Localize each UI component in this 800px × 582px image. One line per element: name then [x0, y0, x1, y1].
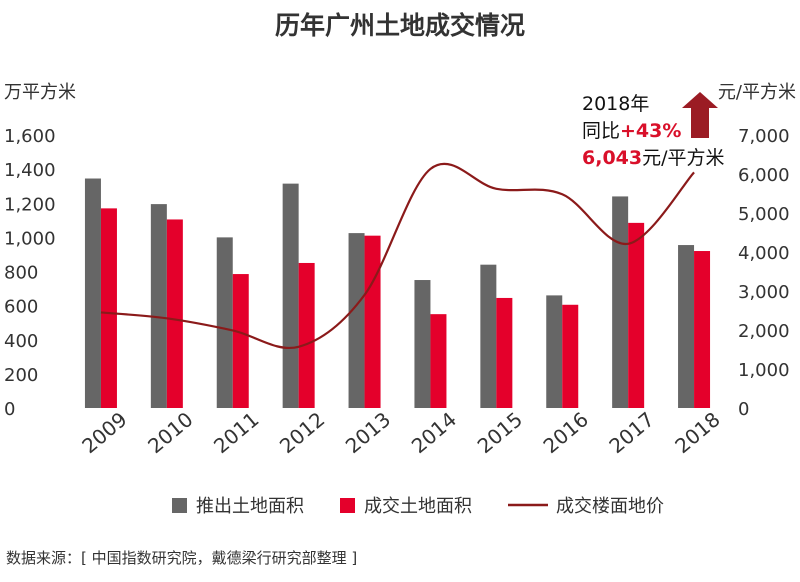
legend-swatch-transacted	[340, 498, 355, 513]
annotation-yoy-value: +43%	[620, 120, 681, 142]
x-tick-label: 2017	[604, 407, 658, 458]
legend-label-supply: 推出土地面积	[196, 496, 304, 517]
bar-supply-2010	[150, 204, 167, 408]
right-tick-label: 7,000	[738, 126, 790, 147]
bar-transacted-2014	[430, 314, 447, 408]
legend: 推出土地面积 成交土地面积 成交楼面地价	[172, 496, 664, 517]
bar-supply-2015	[480, 264, 497, 408]
left-tick-label: 200	[4, 365, 38, 386]
x-axis-ticks: 2009 2010 2011 2012 2013 2014 2015 2016 2017 2018	[77, 407, 725, 458]
x-tick-label: 2014	[407, 407, 461, 458]
left-axis-ticks: 0 200 400 600 800 1,000 1,200 1,400 1,600	[4, 126, 56, 420]
annotation-2018: 2018年 同比+43% 6,043元/平方米	[582, 92, 725, 169]
bar-supply-2009	[84, 178, 101, 408]
bar-supply-2017	[612, 196, 629, 408]
left-tick-label: 1,000	[4, 228, 56, 249]
bar-transacted-2015	[496, 297, 513, 408]
left-tick-label: 0	[4, 399, 15, 420]
left-tick-label: 600	[4, 297, 38, 318]
legend-swatch-supply	[172, 498, 187, 513]
right-axis-unit: 元/平方米	[718, 82, 796, 103]
left-tick-label: 800	[4, 263, 38, 284]
bar-transacted-2013	[364, 235, 381, 408]
bar-supply-2011	[216, 237, 233, 408]
bar-transacted-2017	[628, 222, 645, 408]
bar-transacted-2010	[166, 219, 183, 408]
data-source: 数据来源：[ 中国指数研究院，戴德梁行研究部整理 ]	[6, 549, 357, 567]
x-tick-label: 2016	[539, 407, 593, 458]
right-tick-label: 1,000	[738, 360, 790, 381]
bar-supply-2016	[546, 295, 563, 408]
annotation-yoy-prefix: 同比	[582, 120, 620, 142]
bar-transacted-2016	[562, 304, 579, 408]
bar-supply-2014	[414, 280, 431, 408]
right-tick-label: 3,000	[738, 282, 790, 303]
up-arrow-icon	[682, 92, 718, 138]
annotation-price-unit: 元/平方米	[642, 147, 724, 169]
left-tick-label: 400	[4, 331, 38, 352]
x-tick-label: 2011	[209, 407, 263, 458]
x-tick-label: 2009	[77, 407, 131, 458]
annotation-price: 6,043元/平方米	[582, 147, 725, 169]
right-tick-label: 0	[738, 399, 749, 420]
x-tick-label: 2010	[143, 407, 197, 458]
legend-label-price: 成交楼面地价	[556, 496, 664, 517]
left-axis-unit: 万平方米	[4, 82, 76, 103]
price-line-path	[100, 162, 695, 350]
right-axis-ticks: 0 1,000 2,000 3,000 4,000 5,000 6,000 7,000	[738, 126, 790, 420]
right-tick-label: 4,000	[738, 243, 790, 264]
x-tick-label: 2012	[275, 407, 329, 458]
bar-transacted-2012	[298, 262, 315, 408]
annotation-yoy: 同比+43%	[582, 120, 681, 142]
right-tick-label: 2,000	[738, 321, 790, 342]
bar-transacted-2011	[232, 274, 249, 408]
left-tick-label: 1,600	[4, 126, 56, 147]
bar-transacted-2018	[694, 251, 711, 408]
bar-transacted-2009	[100, 208, 117, 408]
left-tick-label: 1,400	[4, 160, 56, 181]
x-tick-label: 2018	[670, 407, 724, 458]
bar-supply-2013	[348, 233, 365, 408]
bar-supply-2012	[282, 183, 299, 408]
price-line-series	[100, 162, 695, 350]
chart-title: 历年广州土地成交情况	[275, 11, 525, 40]
bar-series	[84, 178, 711, 408]
annotation-price-value: 6,043	[582, 147, 642, 169]
right-tick-label: 5,000	[738, 204, 790, 225]
annotation-year: 2018年	[582, 93, 649, 115]
x-tick-label: 2013	[341, 407, 395, 458]
x-tick-label: 2015	[473, 407, 527, 458]
right-tick-label: 6,000	[738, 165, 790, 186]
bar-supply-2018	[678, 245, 695, 408]
legend-label-transacted: 成交土地面积	[364, 496, 472, 517]
left-tick-label: 1,200	[4, 194, 56, 215]
